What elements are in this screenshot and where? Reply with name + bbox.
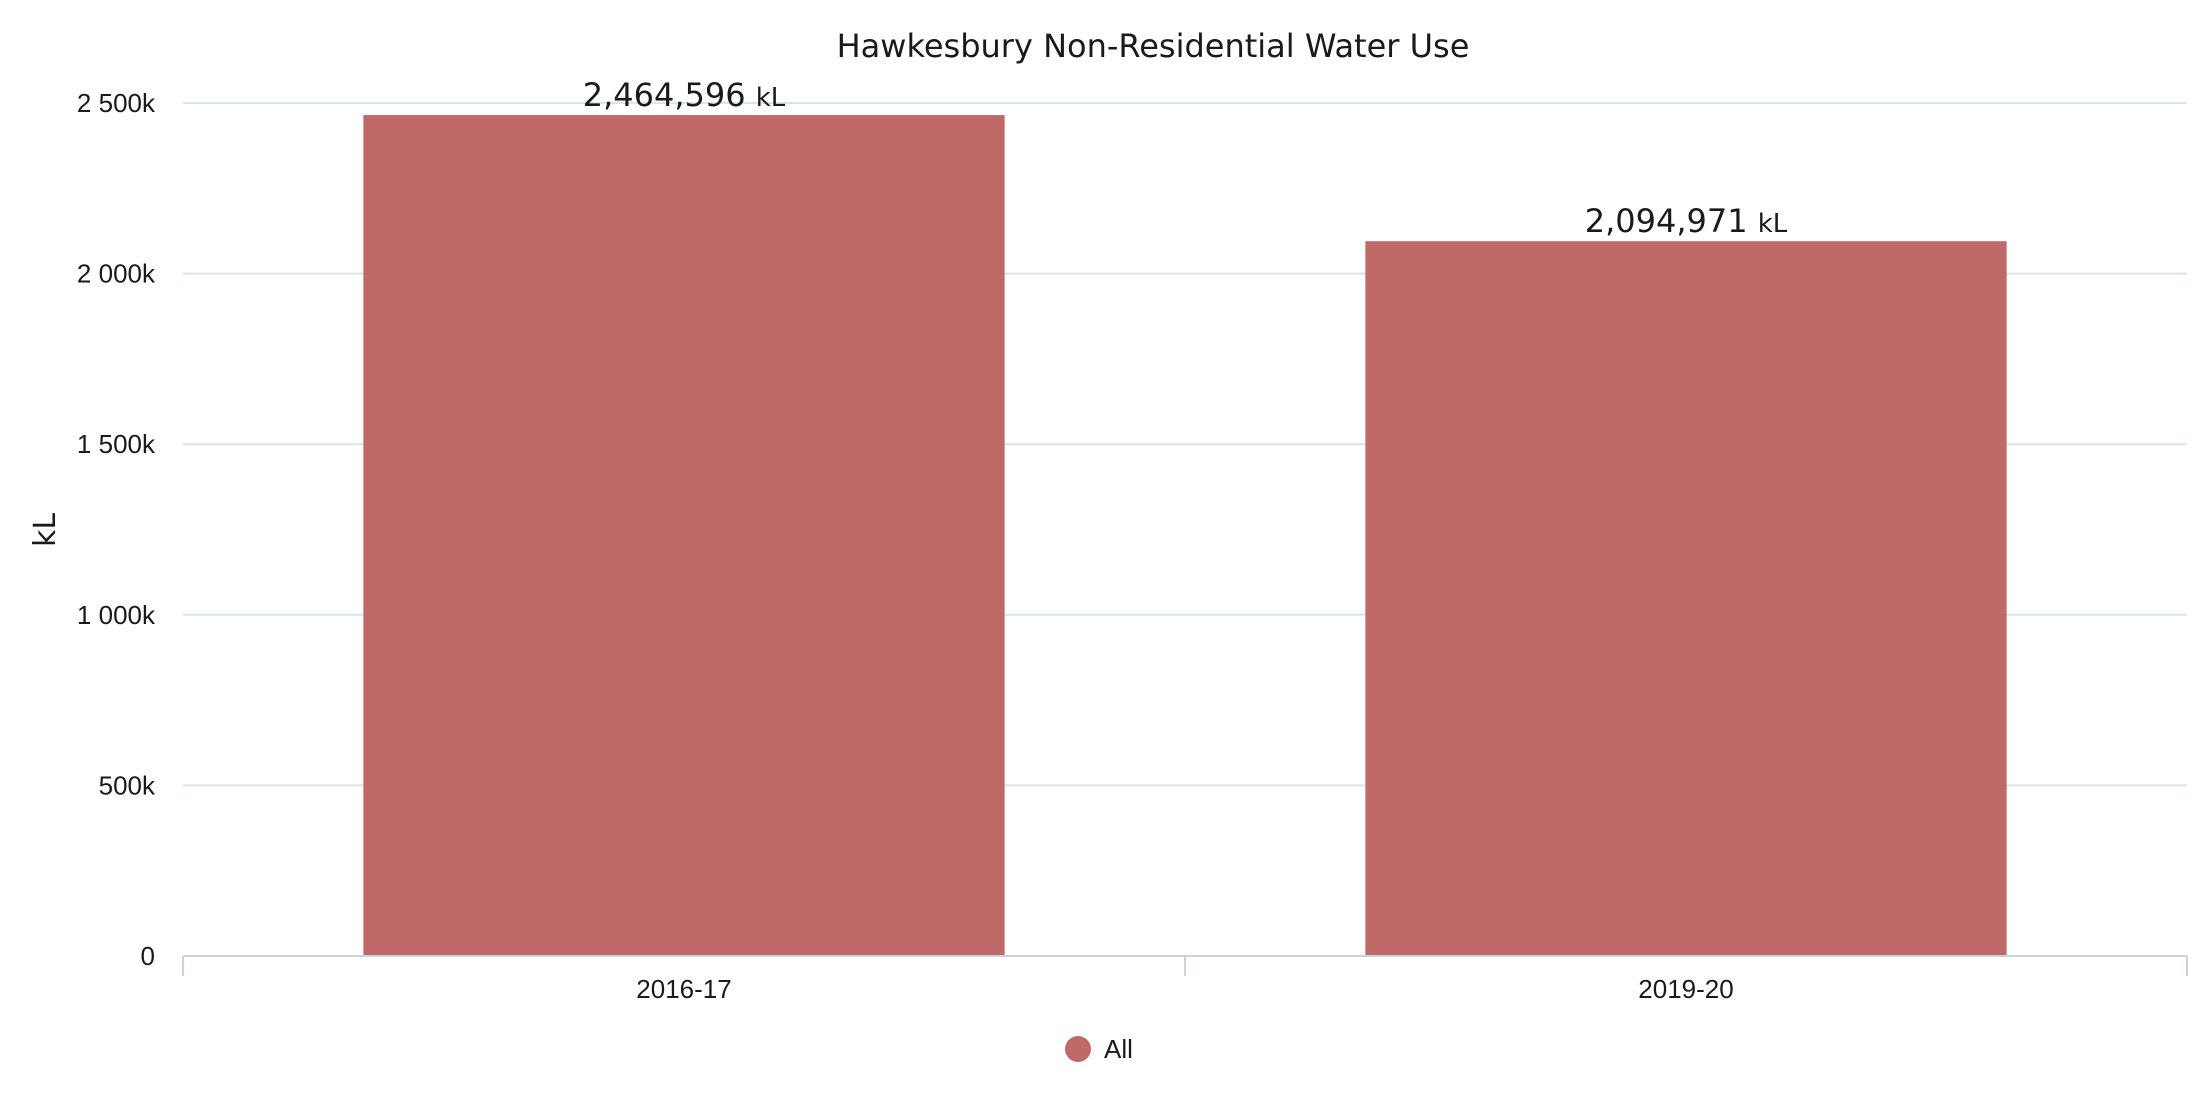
bars (363, 115, 2007, 957)
y-tick-label: 0 (141, 941, 155, 971)
data-label-number: 2,094,971 (1585, 202, 1758, 240)
bar[interactable] (1365, 241, 2007, 956)
y-tick-label: 500k (99, 770, 156, 800)
data-label-unit: kL (756, 83, 786, 113)
y-tick-label: 1 500k (77, 429, 156, 459)
chart-title: Hawkesbury Non-Residential Water Use (837, 27, 1470, 65)
data-label-number: 2,464,596 (583, 76, 756, 114)
legend-marker (1065, 1036, 1091, 1062)
legend-label: All (1104, 1034, 1133, 1064)
data-label-unit: kL (1758, 209, 1788, 239)
y-tick-label: 1 000k (77, 600, 156, 630)
data-labels: 2,464,596 kL2,094,971 kL (583, 76, 1788, 240)
data-label: 2,094,971 kL (1585, 202, 1788, 240)
data-label: 2,464,596 kL (583, 76, 786, 114)
bar[interactable] (363, 115, 1005, 957)
y-axis-title: kL (28, 513, 63, 547)
y-tick-label: 2 000k (77, 259, 156, 289)
y-tick-label: 2 500k (77, 88, 156, 118)
legend-item[interactable]: All (1065, 1034, 1133, 1064)
x-tick-label: 2019-20 (1638, 974, 1733, 1004)
legend[interactable]: All (1065, 1034, 1133, 1064)
x-axis: 2016-17 2019-20 (182, 955, 2188, 1004)
x-tick-label: 2016-17 (636, 974, 731, 1004)
